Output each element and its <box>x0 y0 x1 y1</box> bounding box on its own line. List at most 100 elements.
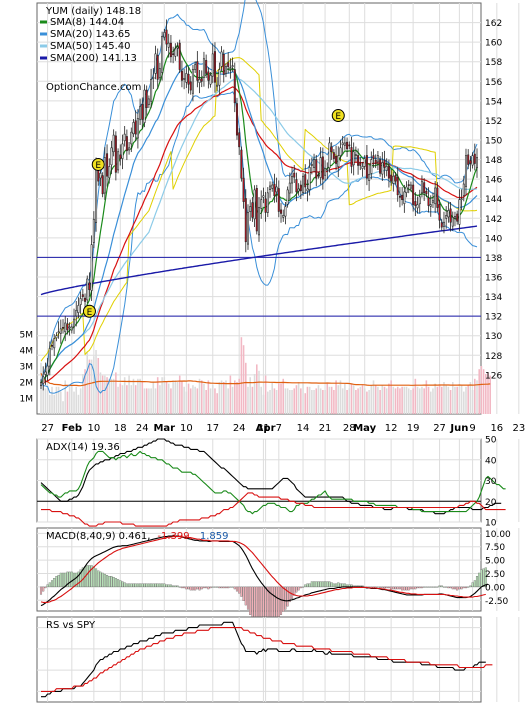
volume-bar <box>185 391 188 414</box>
volume-bar <box>240 337 243 414</box>
volume-bar <box>57 386 60 414</box>
candle-body <box>216 84 219 87</box>
macd-histogram-bar <box>44 586 47 589</box>
volume-bar <box>355 390 357 414</box>
volume-bar <box>300 388 302 414</box>
price-moving-averages <box>40 0 478 394</box>
date-tick-label: 10 <box>180 423 193 434</box>
candle-body <box>286 189 289 205</box>
volume-bar <box>297 382 300 414</box>
rs-lines <box>41 621 493 698</box>
price-tick-label: 134 <box>485 293 502 303</box>
candle-body <box>343 142 346 146</box>
volume-tick-label: 5M <box>20 331 34 341</box>
candle-body <box>370 159 373 174</box>
volume-bar <box>284 388 287 414</box>
candle-body <box>330 146 333 153</box>
candle-body <box>48 348 51 367</box>
candle-body <box>141 104 144 120</box>
candle-body <box>299 184 302 192</box>
candle-body <box>244 198 247 243</box>
candle-body <box>257 207 260 236</box>
price-tick-label: 162 <box>485 19 502 29</box>
candle-body <box>383 159 386 168</box>
volume-bar <box>366 391 368 414</box>
macd-histogram-bar <box>484 567 487 588</box>
volume-bar <box>341 388 344 414</box>
volume-bar <box>148 388 150 414</box>
candle-body <box>161 35 164 73</box>
candle-body <box>44 371 47 375</box>
candle-body <box>458 199 461 225</box>
volume-bar <box>167 383 170 414</box>
price-tick-label: 160 <box>485 39 502 49</box>
candle-body <box>176 46 179 49</box>
volume-bar <box>346 390 348 414</box>
volume-bar <box>214 388 216 414</box>
macd-histogram-bar <box>205 586 208 589</box>
volume-tick-label: 1M <box>20 395 34 405</box>
rs-panel-frame <box>36 616 482 703</box>
volume-bar <box>227 388 229 414</box>
price-tick-label: 150 <box>485 137 502 147</box>
volume-bar <box>145 388 148 414</box>
macd-histogram-bar <box>77 571 80 588</box>
price-tick-label: 142 <box>485 215 502 225</box>
candle-body <box>114 135 117 173</box>
volume-bar <box>264 375 267 414</box>
macd-histogram-bar <box>326 581 329 588</box>
candle-body <box>55 335 58 339</box>
candle-body <box>412 184 415 205</box>
volume-bar <box>49 394 51 414</box>
macd-histogram-bar <box>196 586 199 590</box>
macd-histogram-bar <box>121 581 124 588</box>
candle-body <box>379 159 382 174</box>
volume-bar <box>383 386 386 414</box>
volume-bar <box>77 394 80 414</box>
volume-bar <box>139 378 141 414</box>
macd-histogram-bar <box>101 572 104 588</box>
macd-histogram-bar <box>198 586 201 591</box>
macd-signal-value: -1.399, <box>157 531 192 542</box>
macd-histogram-bar <box>172 585 175 588</box>
volume-bar <box>471 390 474 414</box>
volume-bar <box>363 388 366 414</box>
macd-histogram-bar <box>141 583 144 588</box>
candle-body <box>180 70 183 81</box>
volume-bar <box>319 388 322 414</box>
macd-histogram-bar <box>180 586 183 589</box>
volume-bar <box>262 394 265 414</box>
candle-body <box>453 216 456 219</box>
volume-bar <box>489 375 492 414</box>
macd-histogram-bar <box>330 582 333 588</box>
candle-body <box>253 189 256 220</box>
candle-body <box>436 187 439 208</box>
macd-histogram-bar <box>220 586 223 589</box>
candle-body <box>134 120 137 135</box>
volume-bar <box>407 388 410 414</box>
volume-bar <box>229 375 232 414</box>
volume-bar <box>170 388 172 414</box>
volume-bar <box>126 385 128 414</box>
candle-body <box>143 89 146 123</box>
candle-body <box>53 338 56 349</box>
macd-histogram-bar <box>209 586 212 589</box>
candle-body <box>321 156 324 180</box>
volume-bar <box>454 386 456 414</box>
volume-bar <box>449 390 452 414</box>
macd-histogram-bar <box>194 586 197 591</box>
macd-histogram-bar <box>224 586 227 589</box>
candle-body <box>469 160 472 164</box>
volume-bar <box>423 388 425 414</box>
candle-body <box>390 174 393 182</box>
candle-body <box>90 244 93 291</box>
price-tick-label: 128 <box>485 352 502 362</box>
macd-histogram-bar <box>451 586 454 590</box>
macd-histogram-bar <box>403 586 406 591</box>
volume-bar <box>289 390 291 414</box>
macd-histogram-bar <box>420 586 423 589</box>
candle-body <box>275 186 278 193</box>
price-horizontal-lines <box>37 256 481 317</box>
bollinger-upper-band <box>40 0 478 383</box>
volume-bar <box>244 362 247 414</box>
